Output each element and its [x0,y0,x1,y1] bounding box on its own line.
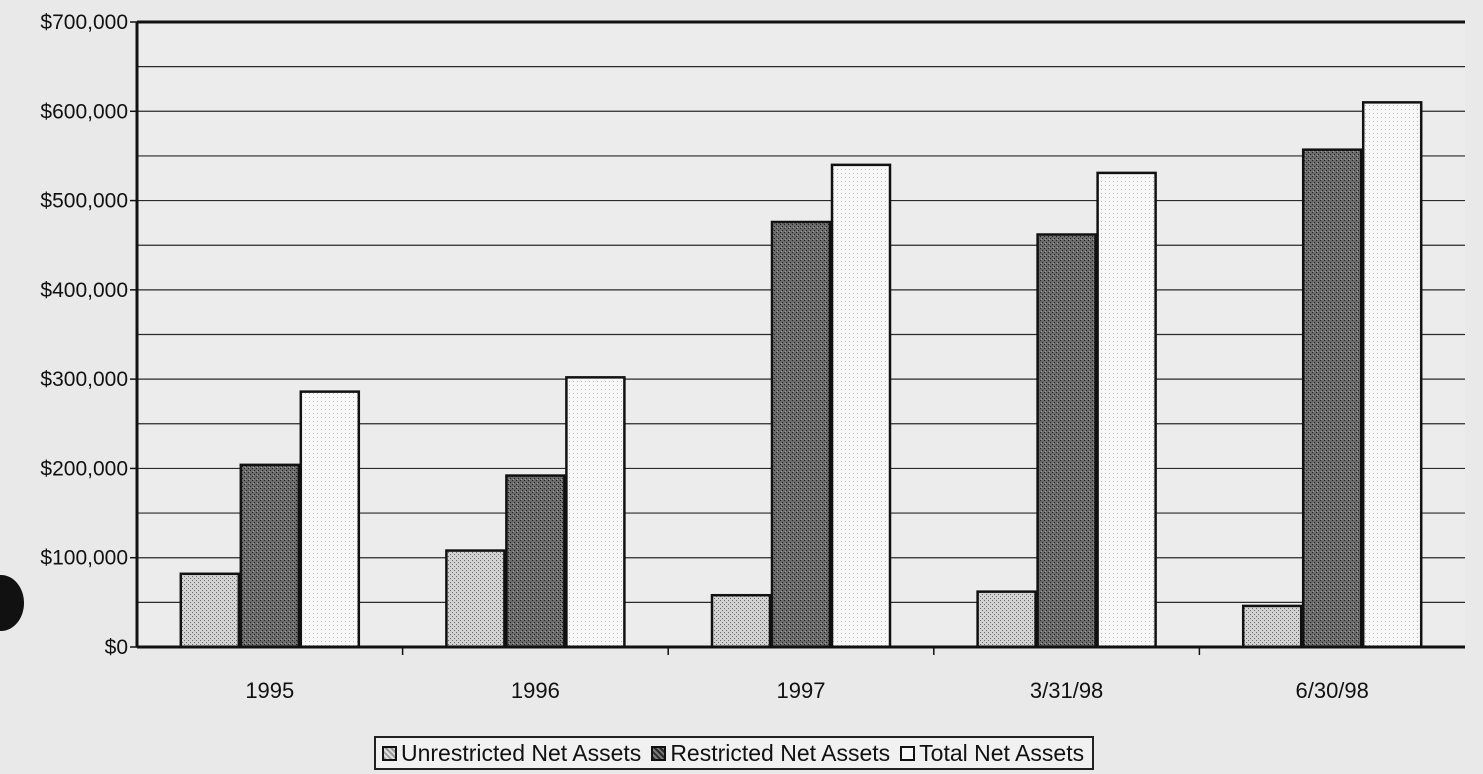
x-tick-label: 1996 [511,678,560,703]
legend-swatch-unrestricted [382,746,397,761]
x-tick-label: 1997 [777,678,826,703]
bar-restricted-3-31-98 [1038,235,1096,648]
bar-restricted-1995 [241,465,299,647]
legend-label-restricted: Restricted Net Assets [670,740,890,767]
bar-total-1996 [566,377,624,647]
bar-restricted-6-30-98 [1303,150,1361,647]
bar-unrestricted-1996 [446,551,504,647]
bar-unrestricted-6-30-98 [1243,606,1301,647]
legend: Unrestricted Net Assets Restricted Net A… [374,736,1094,770]
legend-swatch-restricted [651,746,666,761]
legend-label-unrestricted: Unrestricted Net Assets [401,740,641,767]
x-tick-label: 1995 [245,678,294,703]
y-tick-label: $500,000 [40,190,128,213]
x-tick-label: 6/30/98 [1295,678,1368,703]
legend-item-total: Total Net Assets [900,740,1084,767]
x-tick-label: 3/31/98 [1030,678,1103,703]
y-tick-label: $400,000 [40,279,128,302]
y-tick-label: $200,000 [40,457,128,480]
legend-label-total: Total Net Assets [919,740,1084,767]
y-tick-label: $100,000 [40,547,128,570]
bar-total-1995 [301,392,359,647]
y-tick-label: $700,000 [40,11,128,34]
bar-total-6-30-98 [1363,102,1421,647]
bar-total-3-31-98 [1098,173,1156,647]
bar-unrestricted-1995 [181,574,239,647]
bar-restricted-1997 [772,222,830,647]
bar-unrestricted-1997 [712,595,770,647]
bar-restricted-1996 [506,476,564,647]
legend-item-unrestricted: Unrestricted Net Assets [382,740,641,767]
y-tick-label: $300,000 [40,368,128,391]
bar-total-1997 [832,165,890,647]
legend-item-restricted: Restricted Net Assets [651,740,890,767]
y-tick-label: $0 [105,636,128,659]
y-tick-label: $600,000 [40,100,128,123]
legend-swatch-total [900,746,915,761]
bar-unrestricted-3-31-98 [978,592,1036,647]
